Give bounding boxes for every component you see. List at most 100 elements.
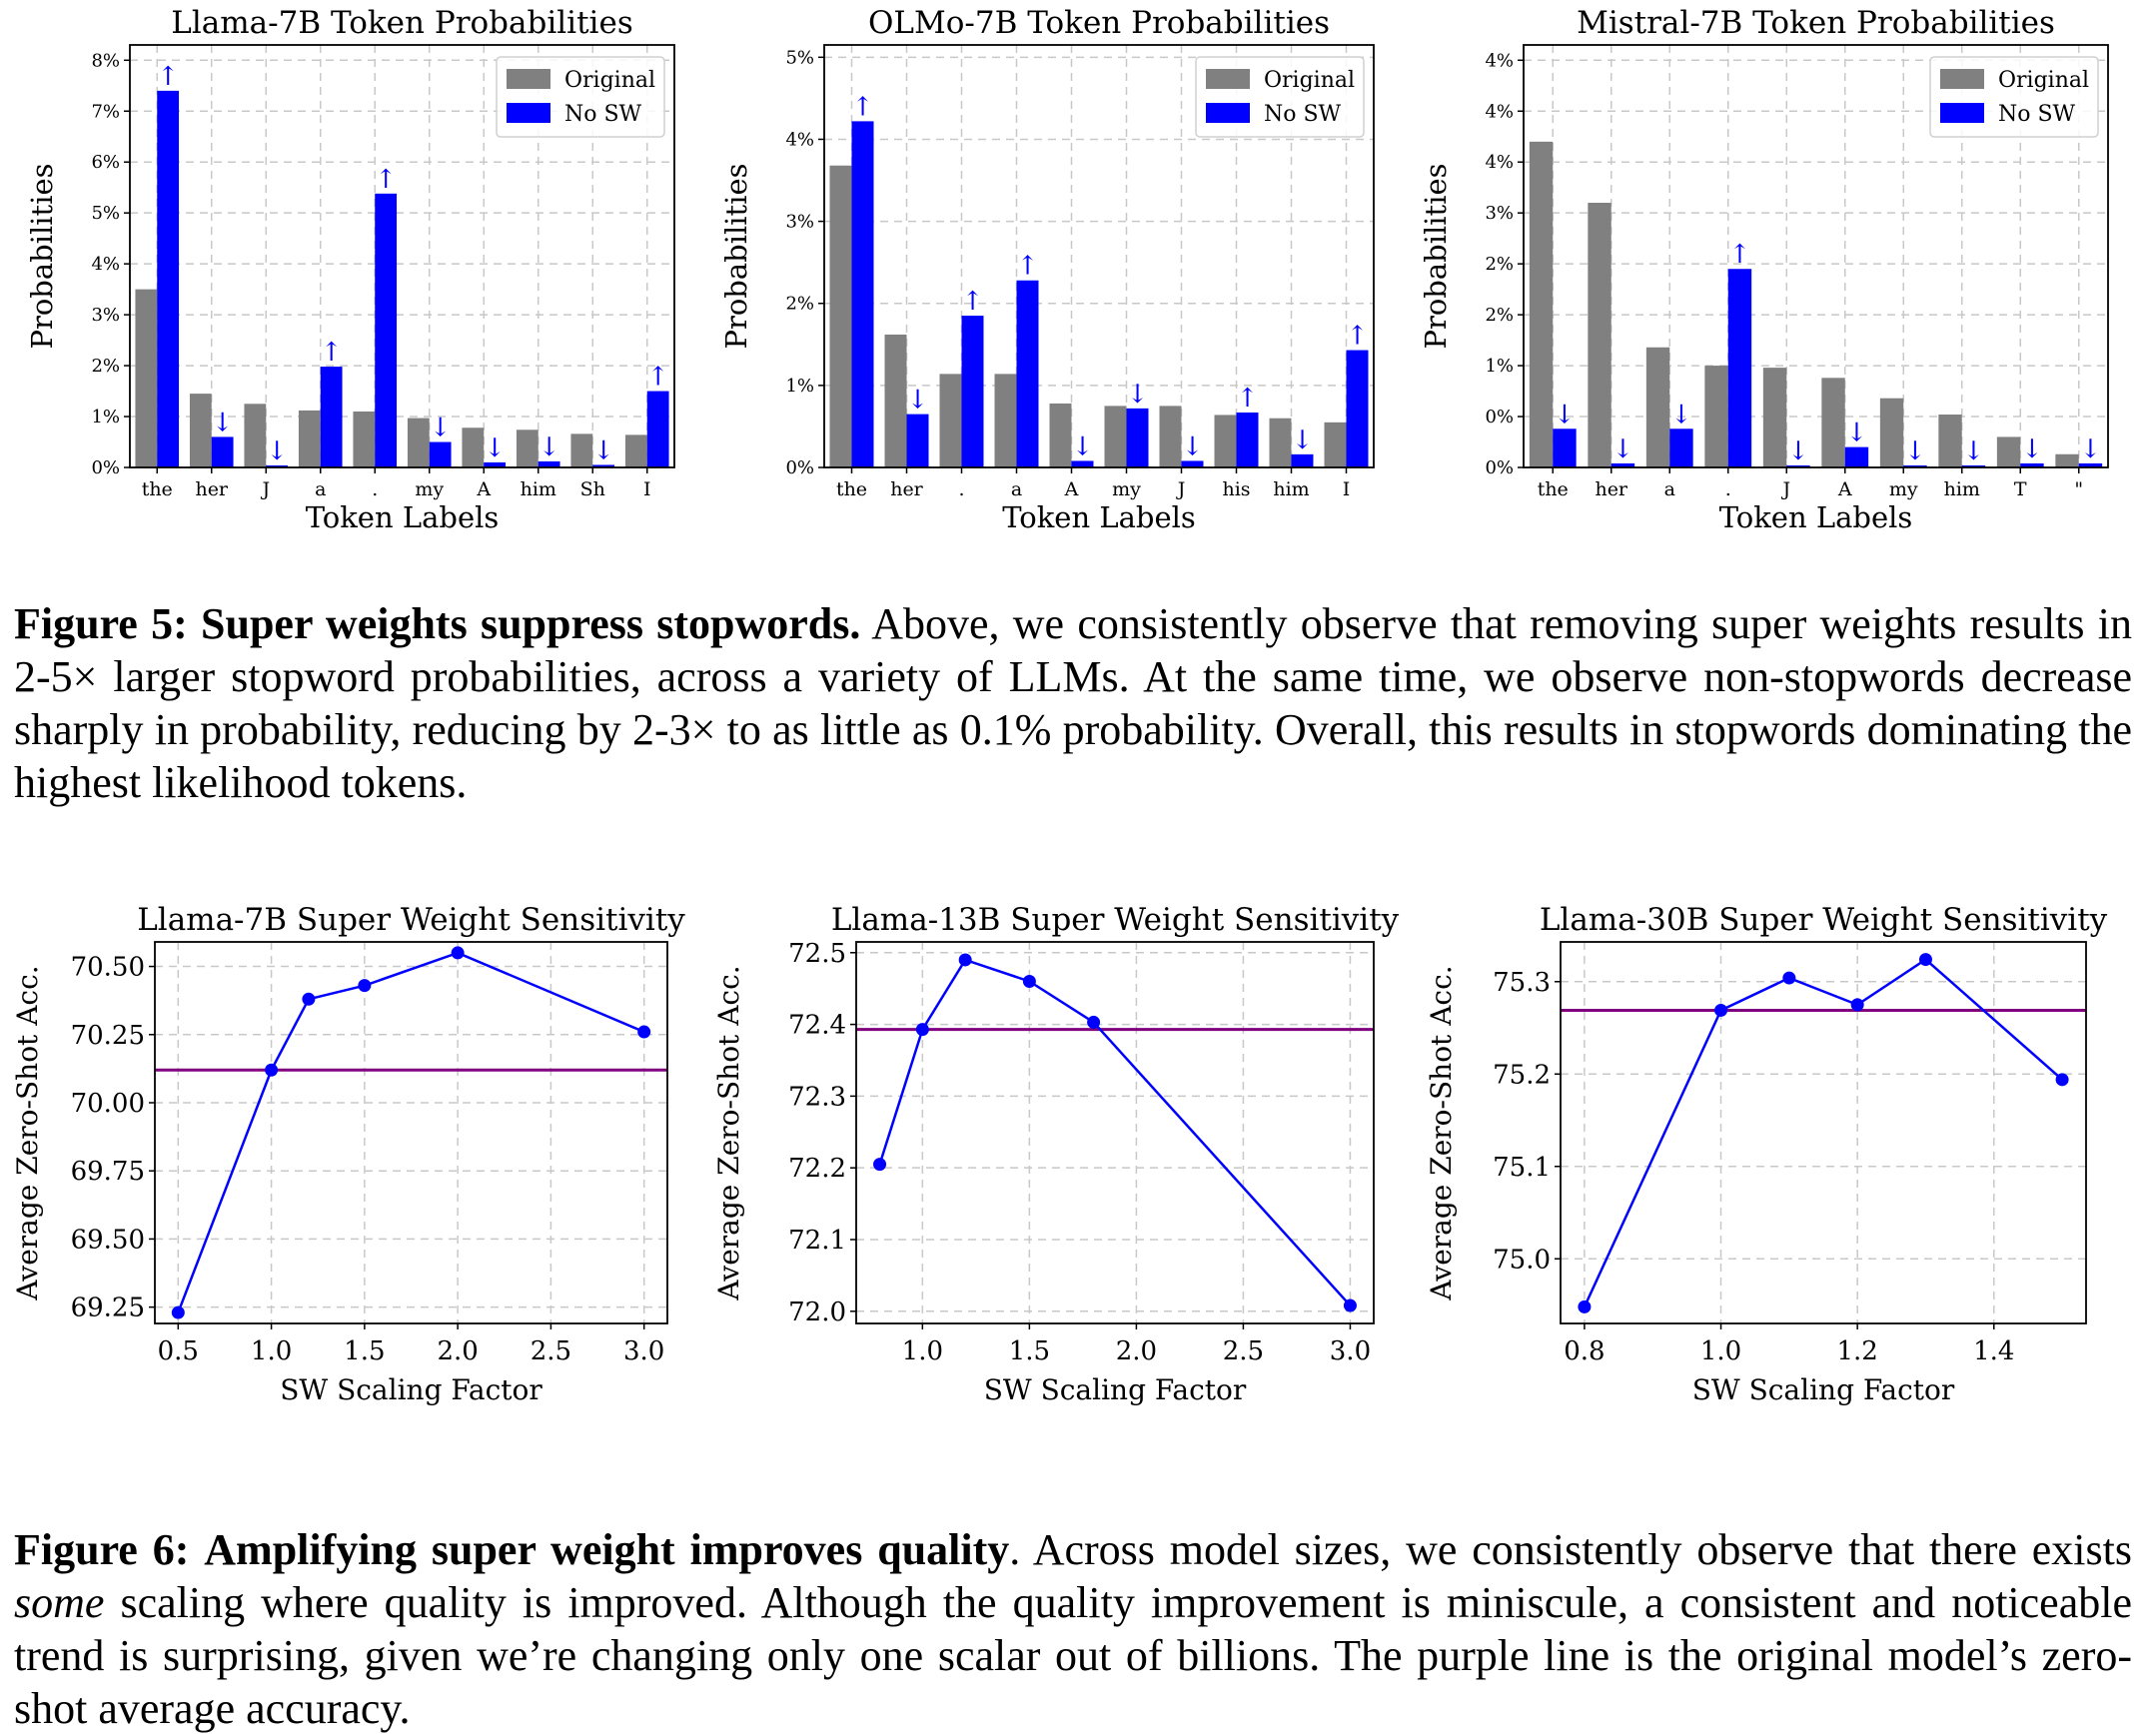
y-tick-label: 0% [1485,407,1514,428]
data-point [873,1158,887,1172]
change-arrow: ↓ [430,414,452,443]
chart-title: Llama-30B Super Weight Sensitivity [1540,902,2108,938]
legend-label: Original [564,68,655,93]
y-tick-label: 0% [91,457,120,478]
bar-no-sw [211,436,234,467]
x-axis-label: SW Scaling Factor [1692,1373,1955,1406]
chart-svg-llama-7b: Llama-7B Token Probabilities 0% 1% 2% 3% 4% 5%… [25,5,675,534]
x-tick-label: . [372,478,378,500]
y-axis-label: Average Zero-Shot Acc. [712,965,745,1301]
y-tick-label: 7% [91,101,120,122]
change-arrow: ↓ [2021,434,2043,464]
figure-6-body-post: scaling where quality is improved. Altho… [14,1578,2132,1733]
change-arrow: ↓ [1554,400,1576,430]
y-tick-label: 69.50 [71,1225,145,1255]
bar-no-sw [1181,460,1204,467]
y-tick-label: 69.25 [71,1294,145,1323]
y-tick-label: 3% [785,212,814,233]
x-tick-label: him [1944,478,1980,500]
bar-no-sw [1553,429,1577,467]
y-tick-label: 4% [1485,50,1514,71]
bar-no-sw [2078,462,2103,467]
chart-title: Llama-7B Token Probabilities [171,5,632,41]
line-chart-llama-13b: Llama-13B Super Weight Sensitivity 72.0 72… [704,879,1424,1418]
y-tick-label: 75.2 [1493,1060,1551,1090]
y-tick-label: 72.5 [788,939,846,969]
change-arrow: ↓ [1182,432,1204,461]
bar-no-sw [1961,464,1986,467]
y-tick-label: 2% [785,294,814,315]
x-tick-label: I [1343,478,1351,500]
bar-original [1104,406,1127,467]
bar-original [353,411,376,467]
x-tick-label: 1.5 [1009,1336,1050,1366]
x-tick-label: 1.4 [1973,1336,2014,1366]
series-line [878,958,1352,1306]
bar-no-sw [484,461,507,467]
y-tick-label: 75.1 [1493,1153,1551,1183]
bar-original [1049,403,1072,467]
y-tick-label: 2% [1485,305,1514,326]
bar-original [462,428,485,467]
y-axis-label: Probabilities [1419,163,1453,349]
chart-title: Llama-13B Super Weight Sensitivity [831,902,1400,938]
chart-svg-olmo-7b: OLMo-7B Token Probabilities 0% 1% 2% 3% 4% 5% ↑… [719,5,1375,534]
legend-label: No SW [564,102,642,127]
y-tick-label: 70.50 [71,953,145,983]
x-tick-label: her [1595,478,1627,500]
data-point [1918,953,1932,967]
y-tick-label: 4% [785,129,814,150]
series-line [1583,958,2063,1307]
y-tick-label: 2% [91,356,120,377]
bar-original [1159,406,1182,467]
x-tick-label: him [521,478,556,500]
x-tick-label: T [2014,478,2027,500]
data-point [1087,1015,1101,1029]
figure-5-body: Above, we consistently observe that remo… [14,599,2132,807]
chart-title: Mistral-7B Token Probabilities [1577,5,2055,41]
x-tick-label: her [195,478,228,500]
plot-frame [154,941,668,1324]
y-tick-label: 2% [1485,254,1514,275]
x-tick-label: I [643,478,651,500]
bar-original [516,430,538,467]
y-tick-label: 8% [91,50,120,71]
bar-no-sw [157,90,180,468]
x-axis-label: Token Labels [1719,500,1913,534]
change-arrow: ↑ [647,363,669,393]
y-tick-label: 72.4 [788,1011,846,1041]
y-tick-label: 4% [1485,152,1514,173]
bar-original [884,334,907,467]
x-tick-label: 1.0 [1700,1336,1741,1366]
bar-no-sw [429,441,452,467]
change-arrow: ↑ [1017,252,1039,282]
y-axis-label: Probabilities [719,163,753,349]
figure-6-body-pre: . Across model sizes, we consistently ob… [1009,1525,2132,1574]
bar-original [939,374,962,467]
change-arrow: ↓ [1787,436,1809,466]
x-tick-label: 2.0 [1116,1336,1157,1366]
x-tick-label: 1.0 [251,1336,292,1366]
x-tick-label: 0.8 [1564,1336,1605,1366]
bar-original [1704,366,1728,467]
data-point [637,1025,651,1039]
grid-lines [155,942,667,1323]
change-arrow: ↓ [538,433,560,462]
bar-no-sw [1071,460,1094,467]
bar-chart-olmo-7b: OLMo-7B Token Probabilities 0% 1% 2% 3% 4% 5% ↑… [699,0,1399,544]
y-tick-label: 70.00 [71,1089,145,1119]
change-arrow: ↓ [484,434,506,463]
x-tick-label: him [1273,478,1309,500]
data-point [915,1023,929,1037]
bar-no-sw [851,121,874,467]
bar-no-sw [537,460,560,467]
data-point [1782,971,1796,985]
plot-frame [1523,44,2109,468]
legend-swatch [1206,69,1250,89]
x-tick-label: a [1011,478,1022,500]
x-tick-label: a [1664,478,1675,500]
bar-original [1588,202,1611,467]
change-arrow: ↑ [375,165,397,195]
x-tick-label: 2.0 [437,1336,478,1366]
data-point [302,992,316,1006]
